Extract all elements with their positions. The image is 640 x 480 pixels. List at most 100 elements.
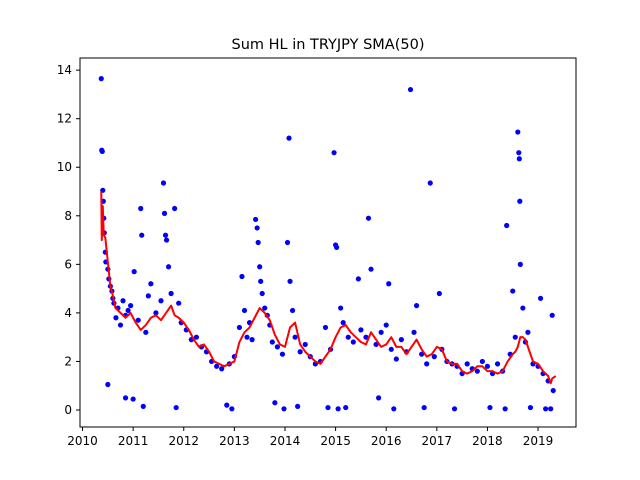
scatter-point bbox=[287, 278, 293, 284]
scatter-point bbox=[302, 341, 308, 348]
scatter-point bbox=[105, 381, 111, 388]
scatter-point bbox=[355, 276, 361, 282]
scatter-point bbox=[168, 290, 174, 297]
scatter-point bbox=[391, 406, 397, 412]
scatter-point bbox=[525, 329, 531, 335]
scatter-point bbox=[527, 404, 534, 411]
scatter-point bbox=[548, 406, 554, 412]
scatter-point bbox=[143, 329, 149, 335]
scatter-point bbox=[398, 337, 404, 343]
scatter-point bbox=[135, 317, 141, 323]
scatter-point bbox=[224, 402, 230, 408]
scatter-point bbox=[145, 293, 151, 299]
scatter-point bbox=[140, 403, 146, 409]
sma-line bbox=[100, 191, 557, 385]
axes-frame bbox=[79, 57, 577, 428]
scatter-point bbox=[241, 307, 248, 314]
scatter-point bbox=[451, 406, 458, 412]
scatter-point bbox=[165, 264, 172, 270]
scatter-point bbox=[504, 222, 510, 229]
scatter-point bbox=[322, 324, 329, 331]
scatter-point bbox=[368, 266, 374, 272]
scatter-point bbox=[484, 363, 491, 369]
scatter-point bbox=[279, 351, 286, 357]
x-tick-label: 2012 bbox=[168, 434, 199, 448]
scatter-point bbox=[537, 295, 544, 301]
scatter-point bbox=[343, 404, 349, 411]
scatter-point bbox=[365, 215, 372, 221]
scatter-point bbox=[378, 329, 384, 335]
scatter-point bbox=[350, 339, 356, 345]
scatter-point bbox=[517, 261, 523, 267]
scatter-point bbox=[120, 298, 126, 304]
scatter-point bbox=[340, 320, 346, 326]
scatter-point bbox=[286, 135, 292, 141]
scatter-point bbox=[130, 396, 136, 402]
x-tick-label: 2013 bbox=[219, 434, 250, 448]
x-tick-label: 2017 bbox=[422, 434, 453, 448]
scatter-point bbox=[383, 322, 389, 328]
scatter-point bbox=[411, 329, 417, 335]
scatter-point bbox=[358, 327, 364, 333]
scatter-point bbox=[244, 334, 250, 340]
scatter-point bbox=[158, 298, 164, 304]
scatter-point bbox=[325, 404, 331, 411]
x-axis: 2010 2011 2012 2013 2014 2015 2016 2017 2018 2019 bbox=[67, 427, 553, 448]
scatter-point bbox=[172, 205, 178, 212]
scatter-point bbox=[176, 300, 182, 306]
scatter-point bbox=[334, 244, 340, 250]
scatter-point bbox=[257, 264, 263, 270]
scatter-point bbox=[512, 334, 518, 340]
scatter-point bbox=[219, 366, 225, 372]
scatter-point bbox=[436, 290, 442, 297]
scatter-point bbox=[269, 339, 275, 345]
scatter-point bbox=[173, 404, 179, 411]
y-tick-label: 2 bbox=[64, 354, 72, 368]
scatter-point bbox=[125, 307, 131, 314]
scatter-point bbox=[98, 76, 104, 82]
x-tick-label: 2010 bbox=[67, 434, 98, 448]
scatter-point bbox=[272, 400, 278, 406]
scatter-point bbox=[138, 205, 144, 212]
scatter-point bbox=[239, 273, 245, 280]
scatter-point bbox=[162, 232, 169, 238]
y-tick-label: 10 bbox=[57, 160, 72, 174]
scatter-point bbox=[550, 387, 556, 394]
scatter-point bbox=[128, 303, 134, 309]
scatter-point bbox=[474, 368, 480, 374]
scatter-point bbox=[193, 334, 200, 340]
scatter-point bbox=[249, 337, 255, 343]
scatter-point bbox=[515, 129, 521, 135]
scatter-point bbox=[255, 239, 261, 246]
scatter-point bbox=[479, 358, 485, 365]
scatter-point bbox=[494, 361, 501, 367]
scatter-point bbox=[258, 278, 264, 284]
scatter-point bbox=[393, 356, 399, 362]
scatter-point bbox=[487, 404, 493, 411]
x-tick-label: 2018 bbox=[472, 434, 503, 448]
scatter-point bbox=[549, 312, 555, 318]
y-tick-label: 12 bbox=[57, 112, 72, 126]
scatter-point bbox=[510, 288, 516, 294]
scatter-point bbox=[421, 404, 427, 411]
plot-area bbox=[98, 76, 557, 412]
scatter-point bbox=[331, 150, 337, 156]
scatter-point bbox=[153, 310, 159, 316]
y-axis: 0 2 4 6 8 10 12 14 bbox=[57, 63, 80, 417]
y-tick-label: 4 bbox=[64, 306, 72, 320]
scatter-point bbox=[345, 334, 351, 340]
x-tick-label: 2011 bbox=[118, 434, 149, 448]
scatter-point bbox=[289, 307, 296, 314]
scatter-point bbox=[407, 86, 414, 93]
x-tick-label: 2019 bbox=[523, 434, 554, 448]
scatter-point bbox=[274, 344, 280, 350]
x-tick-label: 2014 bbox=[270, 434, 301, 448]
scatter-point bbox=[281, 406, 287, 412]
y-tick-label: 14 bbox=[57, 63, 72, 77]
scatter-point bbox=[163, 237, 170, 243]
y-tick-label: 0 bbox=[64, 403, 72, 417]
scatter-point bbox=[297, 349, 303, 355]
scatter-point bbox=[502, 406, 508, 412]
scatter-point bbox=[253, 216, 259, 223]
